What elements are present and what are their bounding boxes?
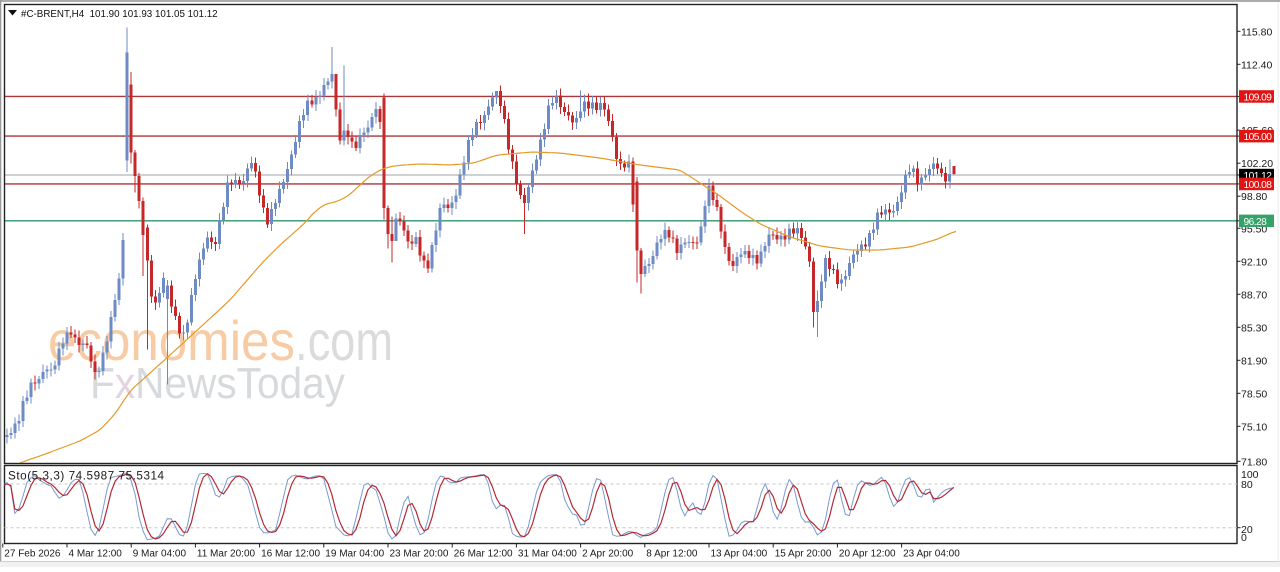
svg-text:109.09: 109.09 xyxy=(1244,92,1273,103)
svg-text:4 Mar 12:00: 4 Mar 12:00 xyxy=(69,549,123,560)
svg-text:20: 20 xyxy=(1241,524,1253,536)
svg-text:9 Mar 04:00: 9 Mar 04:00 xyxy=(133,549,187,560)
svg-text:85.30: 85.30 xyxy=(1241,322,1267,334)
svg-text:15 Apr 20:00: 15 Apr 20:00 xyxy=(775,549,832,560)
svg-text:13 Apr 04:00: 13 Apr 04:00 xyxy=(711,549,768,560)
svg-text:Sto(5,3,3) 74.5987 75.5314: Sto(5,3,3) 74.5987 75.5314 xyxy=(8,470,165,483)
svg-text:78.50: 78.50 xyxy=(1241,388,1267,400)
svg-text:23 Apr 04:00: 23 Apr 04:00 xyxy=(903,549,960,560)
svg-text:80: 80 xyxy=(1241,479,1253,491)
svg-text:8 Apr 12:00: 8 Apr 12:00 xyxy=(646,549,698,560)
svg-text:88.70: 88.70 xyxy=(1241,289,1267,301)
svg-text:27 Feb 2026: 27 Feb 2026 xyxy=(4,549,61,560)
svg-text:#C-BRENT,H4 101.90 101.93 101: #C-BRENT,H4 101.90 101.93 101.05 101.12 xyxy=(21,9,218,20)
svg-text:100: 100 xyxy=(1241,469,1259,481)
svg-text:96.28: 96.28 xyxy=(1244,217,1268,228)
svg-text:26 Mar 12:00: 26 Mar 12:00 xyxy=(454,549,513,560)
svg-text:102.20: 102.20 xyxy=(1241,158,1273,170)
svg-text:71.80: 71.80 xyxy=(1241,456,1267,468)
svg-text:81.90: 81.90 xyxy=(1241,355,1267,367)
svg-text:.com: .com xyxy=(295,309,393,372)
svg-text:20 Apr 12:00: 20 Apr 12:00 xyxy=(839,549,896,560)
svg-text:19 Mar 04:00: 19 Mar 04:00 xyxy=(325,549,384,560)
svg-text:0: 0 xyxy=(1241,532,1247,544)
svg-text:115.80: 115.80 xyxy=(1241,26,1272,38)
svg-text:101.12: 101.12 xyxy=(1244,171,1273,182)
svg-text:31 Mar 04:00: 31 Mar 04:00 xyxy=(518,549,577,560)
svg-text:75.10: 75.10 xyxy=(1241,421,1267,433)
svg-text:100.08: 100.08 xyxy=(1244,180,1273,191)
svg-text:economies: economies xyxy=(48,309,295,372)
svg-text:11 Mar 20:00: 11 Mar 20:00 xyxy=(197,549,256,560)
svg-text:92.10: 92.10 xyxy=(1241,256,1267,268)
svg-text:FxNewsToday: FxNewsToday xyxy=(90,359,345,408)
svg-text:112.40: 112.40 xyxy=(1241,59,1272,71)
svg-text:98.80: 98.80 xyxy=(1241,191,1267,203)
svg-text:16 Mar 12:00: 16 Mar 12:00 xyxy=(261,549,320,560)
svg-text:23 Mar 20:00: 23 Mar 20:00 xyxy=(390,549,449,560)
svg-text:2 Apr 20:00: 2 Apr 20:00 xyxy=(582,549,634,560)
svg-text:105.00: 105.00 xyxy=(1244,132,1273,143)
